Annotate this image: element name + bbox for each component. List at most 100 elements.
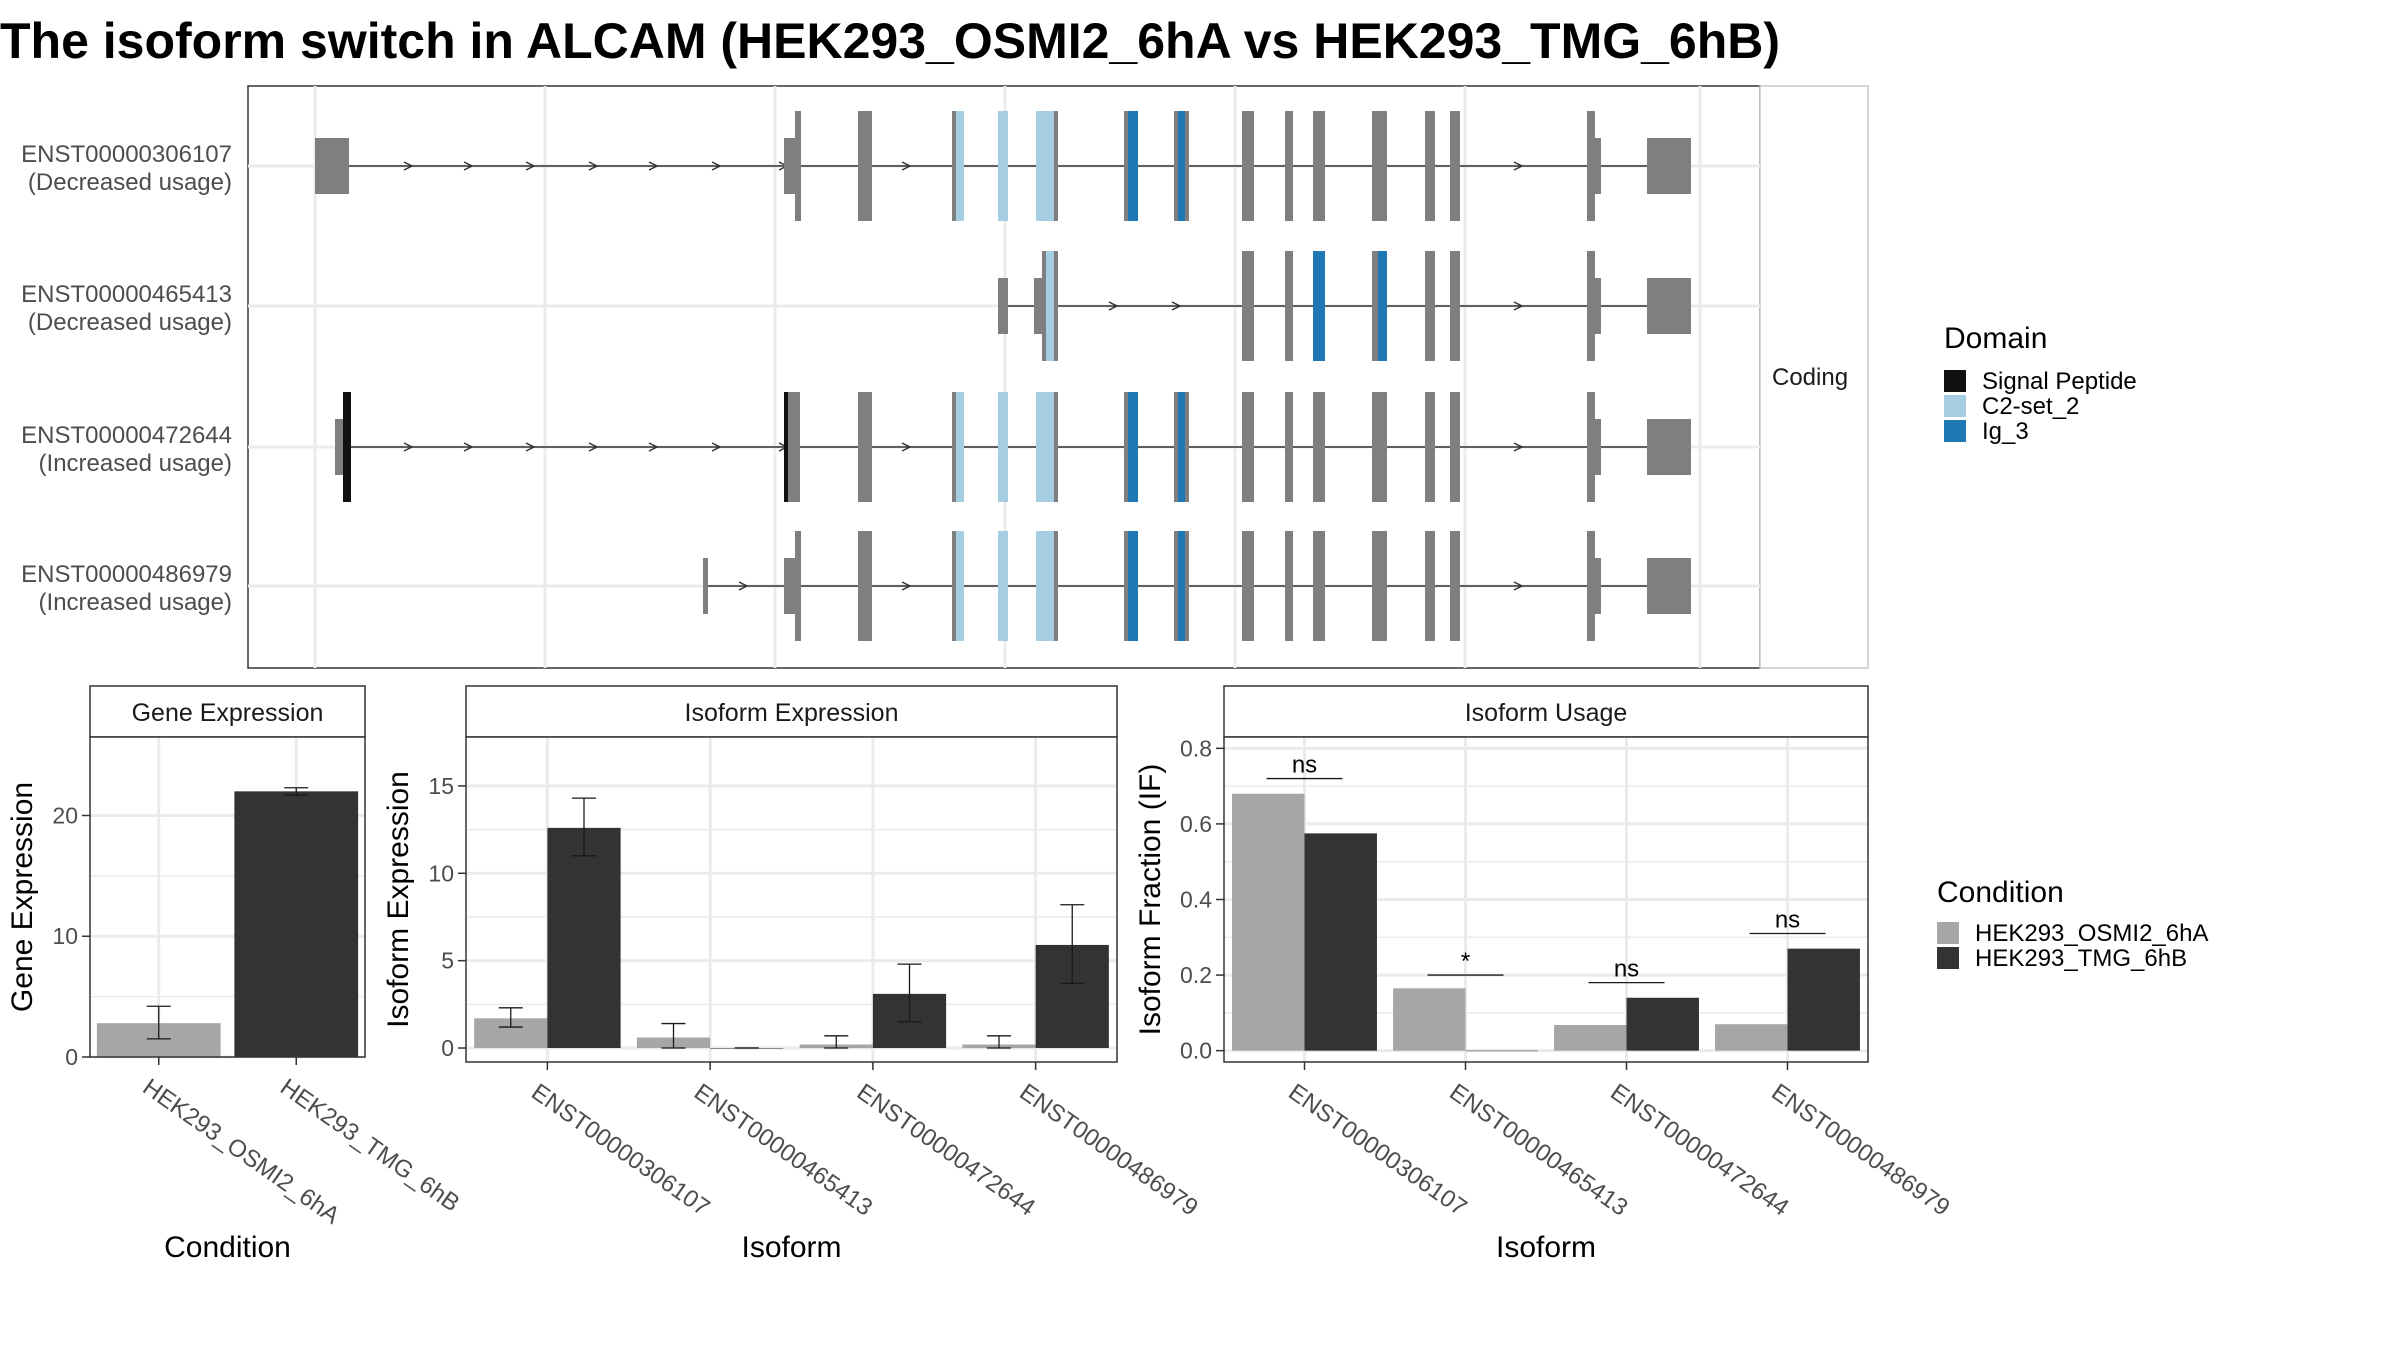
y-tick-label: 0.8 xyxy=(1180,735,1212,761)
exon-block xyxy=(1285,392,1293,502)
exon-block xyxy=(1450,392,1460,502)
domain-block-signal_peptide xyxy=(784,392,788,502)
transcript-ENST00000465413 xyxy=(998,251,1691,361)
panel-title: Isoform Expression xyxy=(685,699,899,727)
y-tick-label: 15 xyxy=(428,773,454,799)
exon-block xyxy=(1185,392,1189,502)
y-tick-label: 0.6 xyxy=(1180,811,1212,837)
exon-block xyxy=(858,531,872,641)
bar xyxy=(1465,1050,1538,1052)
strand-arrow xyxy=(463,442,474,452)
exon-block xyxy=(1285,111,1293,221)
exon-block xyxy=(1425,251,1435,361)
panel-title: Isoform Usage xyxy=(1465,699,1628,727)
y-tick-label: 0.2 xyxy=(1180,962,1212,988)
x-tick-label: ENST00000465413 xyxy=(689,1079,877,1222)
bar xyxy=(1715,1024,1788,1051)
strand-arrow xyxy=(901,442,912,452)
exon-block xyxy=(1425,531,1435,641)
exon-block xyxy=(1285,531,1293,641)
strand-arrow xyxy=(463,161,474,171)
bar xyxy=(1304,833,1377,1051)
isoform-usage-label: (Increased usage) xyxy=(39,450,232,477)
y-axis-title: Isoform Fraction (IF) xyxy=(1134,764,1167,1036)
exon-block xyxy=(1313,531,1325,641)
exon-block xyxy=(1185,111,1189,221)
exon-block xyxy=(795,531,801,641)
exon-block xyxy=(1595,558,1601,614)
domain-block-ig3 xyxy=(1378,251,1387,361)
legend-label: Signal Peptide xyxy=(1982,368,2137,395)
domain-block-c2set2 xyxy=(998,111,1008,221)
y-tick-label: 10 xyxy=(428,860,454,886)
exon-block xyxy=(1124,531,1128,641)
strand-arrow xyxy=(525,442,536,452)
bar xyxy=(1787,948,1860,1051)
exon-block xyxy=(1372,392,1387,502)
transcript-ENST00000486979 xyxy=(703,531,1691,641)
transcript-ENST00000306107 xyxy=(315,111,1691,221)
bar xyxy=(547,827,621,1049)
x-tick-label: ENST00000486979 xyxy=(1015,1079,1203,1222)
exon-block xyxy=(1313,111,1325,221)
x-tick-label: ENST00000472644 xyxy=(852,1079,1040,1222)
strand-arrow xyxy=(1108,301,1119,311)
domain-block-c2set2 xyxy=(956,392,964,502)
isoform-label: ENST00000472644 xyxy=(21,422,232,449)
exon-block xyxy=(1595,138,1601,194)
exon-block xyxy=(335,419,345,475)
exon-block xyxy=(1185,531,1189,641)
structure-strip xyxy=(1759,85,1869,669)
exon-block xyxy=(858,392,872,502)
domain-block-ig3 xyxy=(1128,392,1138,502)
figure-title: The isoform switch in ALCAM (HEK293_OSMI… xyxy=(0,13,1780,69)
y-axis-title: Isoform Expression xyxy=(382,771,415,1028)
strand-arrow xyxy=(1513,581,1524,591)
isoform-label: ENST00000486979 xyxy=(21,561,232,588)
exon-block xyxy=(1587,392,1595,502)
strand-arrow xyxy=(1513,301,1524,311)
y-tick-label: 20 xyxy=(52,802,78,828)
exon-block xyxy=(1425,111,1435,221)
exon-block xyxy=(1595,419,1601,475)
exon-block xyxy=(1054,531,1058,641)
exon-block xyxy=(1242,392,1254,502)
exon-block xyxy=(315,138,349,194)
bar xyxy=(1232,793,1305,1051)
exon-block xyxy=(1372,111,1387,221)
panel-strip xyxy=(89,685,366,738)
exon-block xyxy=(998,278,1008,334)
legend-swatch xyxy=(1944,420,1966,442)
domain-block-c2set2 xyxy=(1036,392,1054,502)
legend-label: C2-set_2 xyxy=(1982,393,2079,420)
y-tick-label: 0 xyxy=(65,1044,78,1070)
exon-block xyxy=(1372,251,1378,361)
exon-block xyxy=(1647,138,1691,194)
panel-frame xyxy=(1223,736,1869,1063)
domain-block-ig3 xyxy=(1178,392,1185,502)
strand-arrow xyxy=(588,161,599,171)
exon-block xyxy=(1242,111,1254,221)
domain-block-c2set2 xyxy=(956,111,964,221)
exon-block xyxy=(1425,392,1435,502)
legend-swatch xyxy=(1944,370,1966,392)
exon-block xyxy=(1242,251,1254,361)
y-tick-label: 10 xyxy=(52,923,78,949)
strand-arrow xyxy=(525,161,536,171)
exon-block xyxy=(1054,251,1058,361)
legend-swatch xyxy=(1937,922,1959,944)
domain-block-ig3 xyxy=(1178,531,1185,641)
isoform-usage-panel: Isoform Usage 0.0 0.2 0.4 0.6 0.8 ns * ns ns ENST0… xyxy=(1134,685,1955,1264)
exon-block xyxy=(1595,278,1601,334)
exon-block xyxy=(788,392,800,502)
strand-arrow xyxy=(588,442,599,452)
isoform-label: ENST00000306107 xyxy=(21,141,232,168)
domain-block-ig3 xyxy=(1128,111,1138,221)
x-tick-label: ENST00000306107 xyxy=(526,1079,714,1222)
panel-frame xyxy=(89,736,366,1058)
exon-block xyxy=(1313,392,1325,502)
strand-arrow xyxy=(403,161,414,171)
exon-block xyxy=(1647,278,1691,334)
